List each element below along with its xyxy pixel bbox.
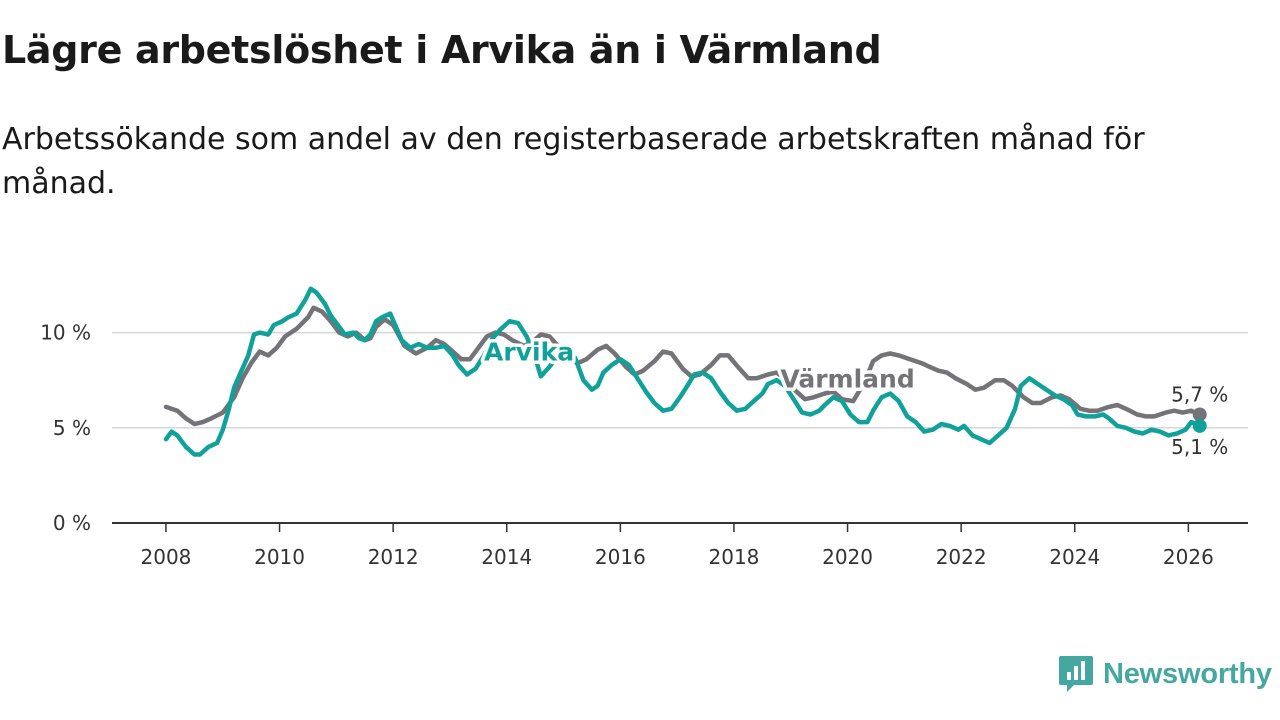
series-line-arvika — [163, 286, 1202, 457]
series-label-arvika: Arvika — [484, 338, 574, 367]
series-label-vrmland: Värmland — [780, 364, 914, 393]
series-labels: Värmland Arvika 5,7 % 5,1 % — [481, 334, 1231, 461]
series-line-vrmland — [163, 305, 1202, 427]
x-tick-label: 2008 — [141, 545, 192, 569]
series-end-marker-vrmland — [1192, 407, 1207, 422]
x-tick-label: 2016 — [595, 545, 646, 569]
x-tick-label: 2020 — [822, 545, 873, 569]
x-axis: 2008 2010 2012 2014 2016 2018 2020 2022 2024 2026 — [112, 522, 1248, 569]
end-value-label-vrmland: 5,7 % — [1171, 382, 1228, 406]
x-tick-label: 2010 — [254, 545, 305, 569]
end-value-label-arvika: 5,1 % — [1171, 435, 1228, 459]
y-axis-tick-labels: 0 % 5 % 10 % — [40, 321, 91, 535]
x-tick-label: 2018 — [709, 545, 760, 569]
newsworthy-logo: Newsworthy — [1058, 654, 1272, 694]
y-tick-label: 5 % — [53, 416, 91, 440]
x-tick-label: 2014 — [481, 545, 532, 569]
brand-name: Newsworthy — [1103, 657, 1272, 690]
series-lines — [163, 286, 1207, 457]
x-tick-label: 2026 — [1163, 545, 1214, 569]
gridlines — [112, 331, 1248, 429]
y-tick-label: 0 % — [53, 511, 91, 535]
y-tick-label: 10 % — [40, 321, 91, 345]
x-tick-label: 2022 — [936, 545, 987, 569]
x-tick-label: 2012 — [368, 545, 419, 569]
chart-title: Lägre arbetslöshet i Arvika än i Värmlan… — [2, 28, 882, 72]
newsworthy-logo-icon — [1059, 656, 1093, 692]
x-tick-label: 2024 — [1049, 545, 1100, 569]
chart-subtitle: Arbetssökande som andel av den registerb… — [2, 122, 1145, 201]
series-end-marker-arvika — [1192, 418, 1207, 433]
